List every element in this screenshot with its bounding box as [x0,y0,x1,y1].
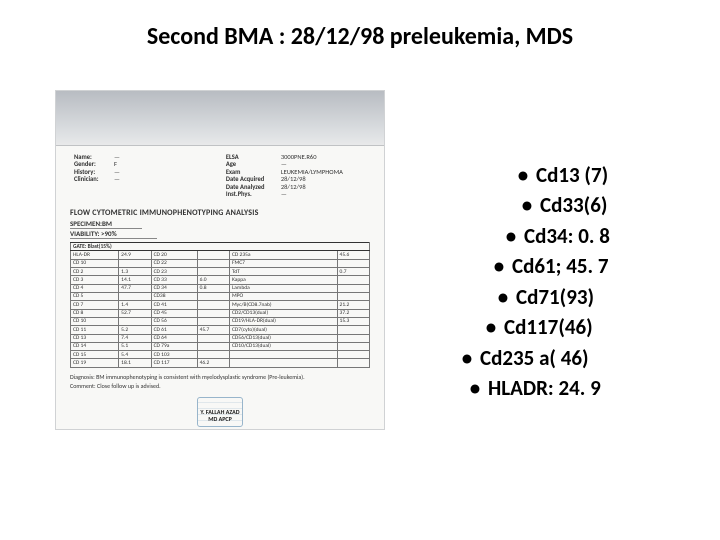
signature: Y. FALLAH AZAD MD APCP [200,409,239,423]
viability-line: VIABILITY: >90% [70,230,157,239]
report-header: Name:—Gender:FHistory:—Clinician:— ELSA3… [70,154,370,205]
bullet-item: •Cd61; 45. 7 [400,251,700,281]
comment-text: Comment: Close follow up is advised. [70,383,370,390]
sheet-title: FLOW CYTOMETRIC IMMUNOPHENOTYPING ANALYS… [70,209,370,218]
signature-cred: MD APCP [200,416,239,423]
report-photo: Name:—Gender:FHistory:—Clinician:— ELSA3… [55,90,385,430]
bullet-item: •Cd33(6) [400,190,700,220]
bullet-item: •Cd13 (7) [400,160,700,190]
specimen-line: SPECIMEN:BM [70,220,142,229]
slide-title: Second BMA : 28/12/98 preleukemia, MDS [0,22,720,51]
gate-label: GATE: Blast(15%) [71,243,370,251]
page-fold [56,91,384,146]
marker-bullet-list: •Cd13 (7)•Cd33(6)•Cd34: 0. 8•Cd61; 45. 7… [400,160,700,404]
report-sheet: Name:—Gender:FHistory:—Clinician:— ELSA3… [56,146,384,429]
bullet-item: •Cd34: 0. 8 [400,221,700,251]
bullet-item: •Cd117(46) [400,312,700,342]
bullet-item: •HLADR: 24. 9 [400,373,700,403]
bullet-item: •Cd235 a( 46) [400,343,700,373]
bullet-item: •Cd71(93) [400,282,700,312]
flow-cytometry-table: GATE: Blast(15%) HLA-DR24.9CD 20CD 235a4… [70,242,370,368]
diagnosis-text: Diagnosis: BM immunophenotyping is consi… [70,374,370,381]
